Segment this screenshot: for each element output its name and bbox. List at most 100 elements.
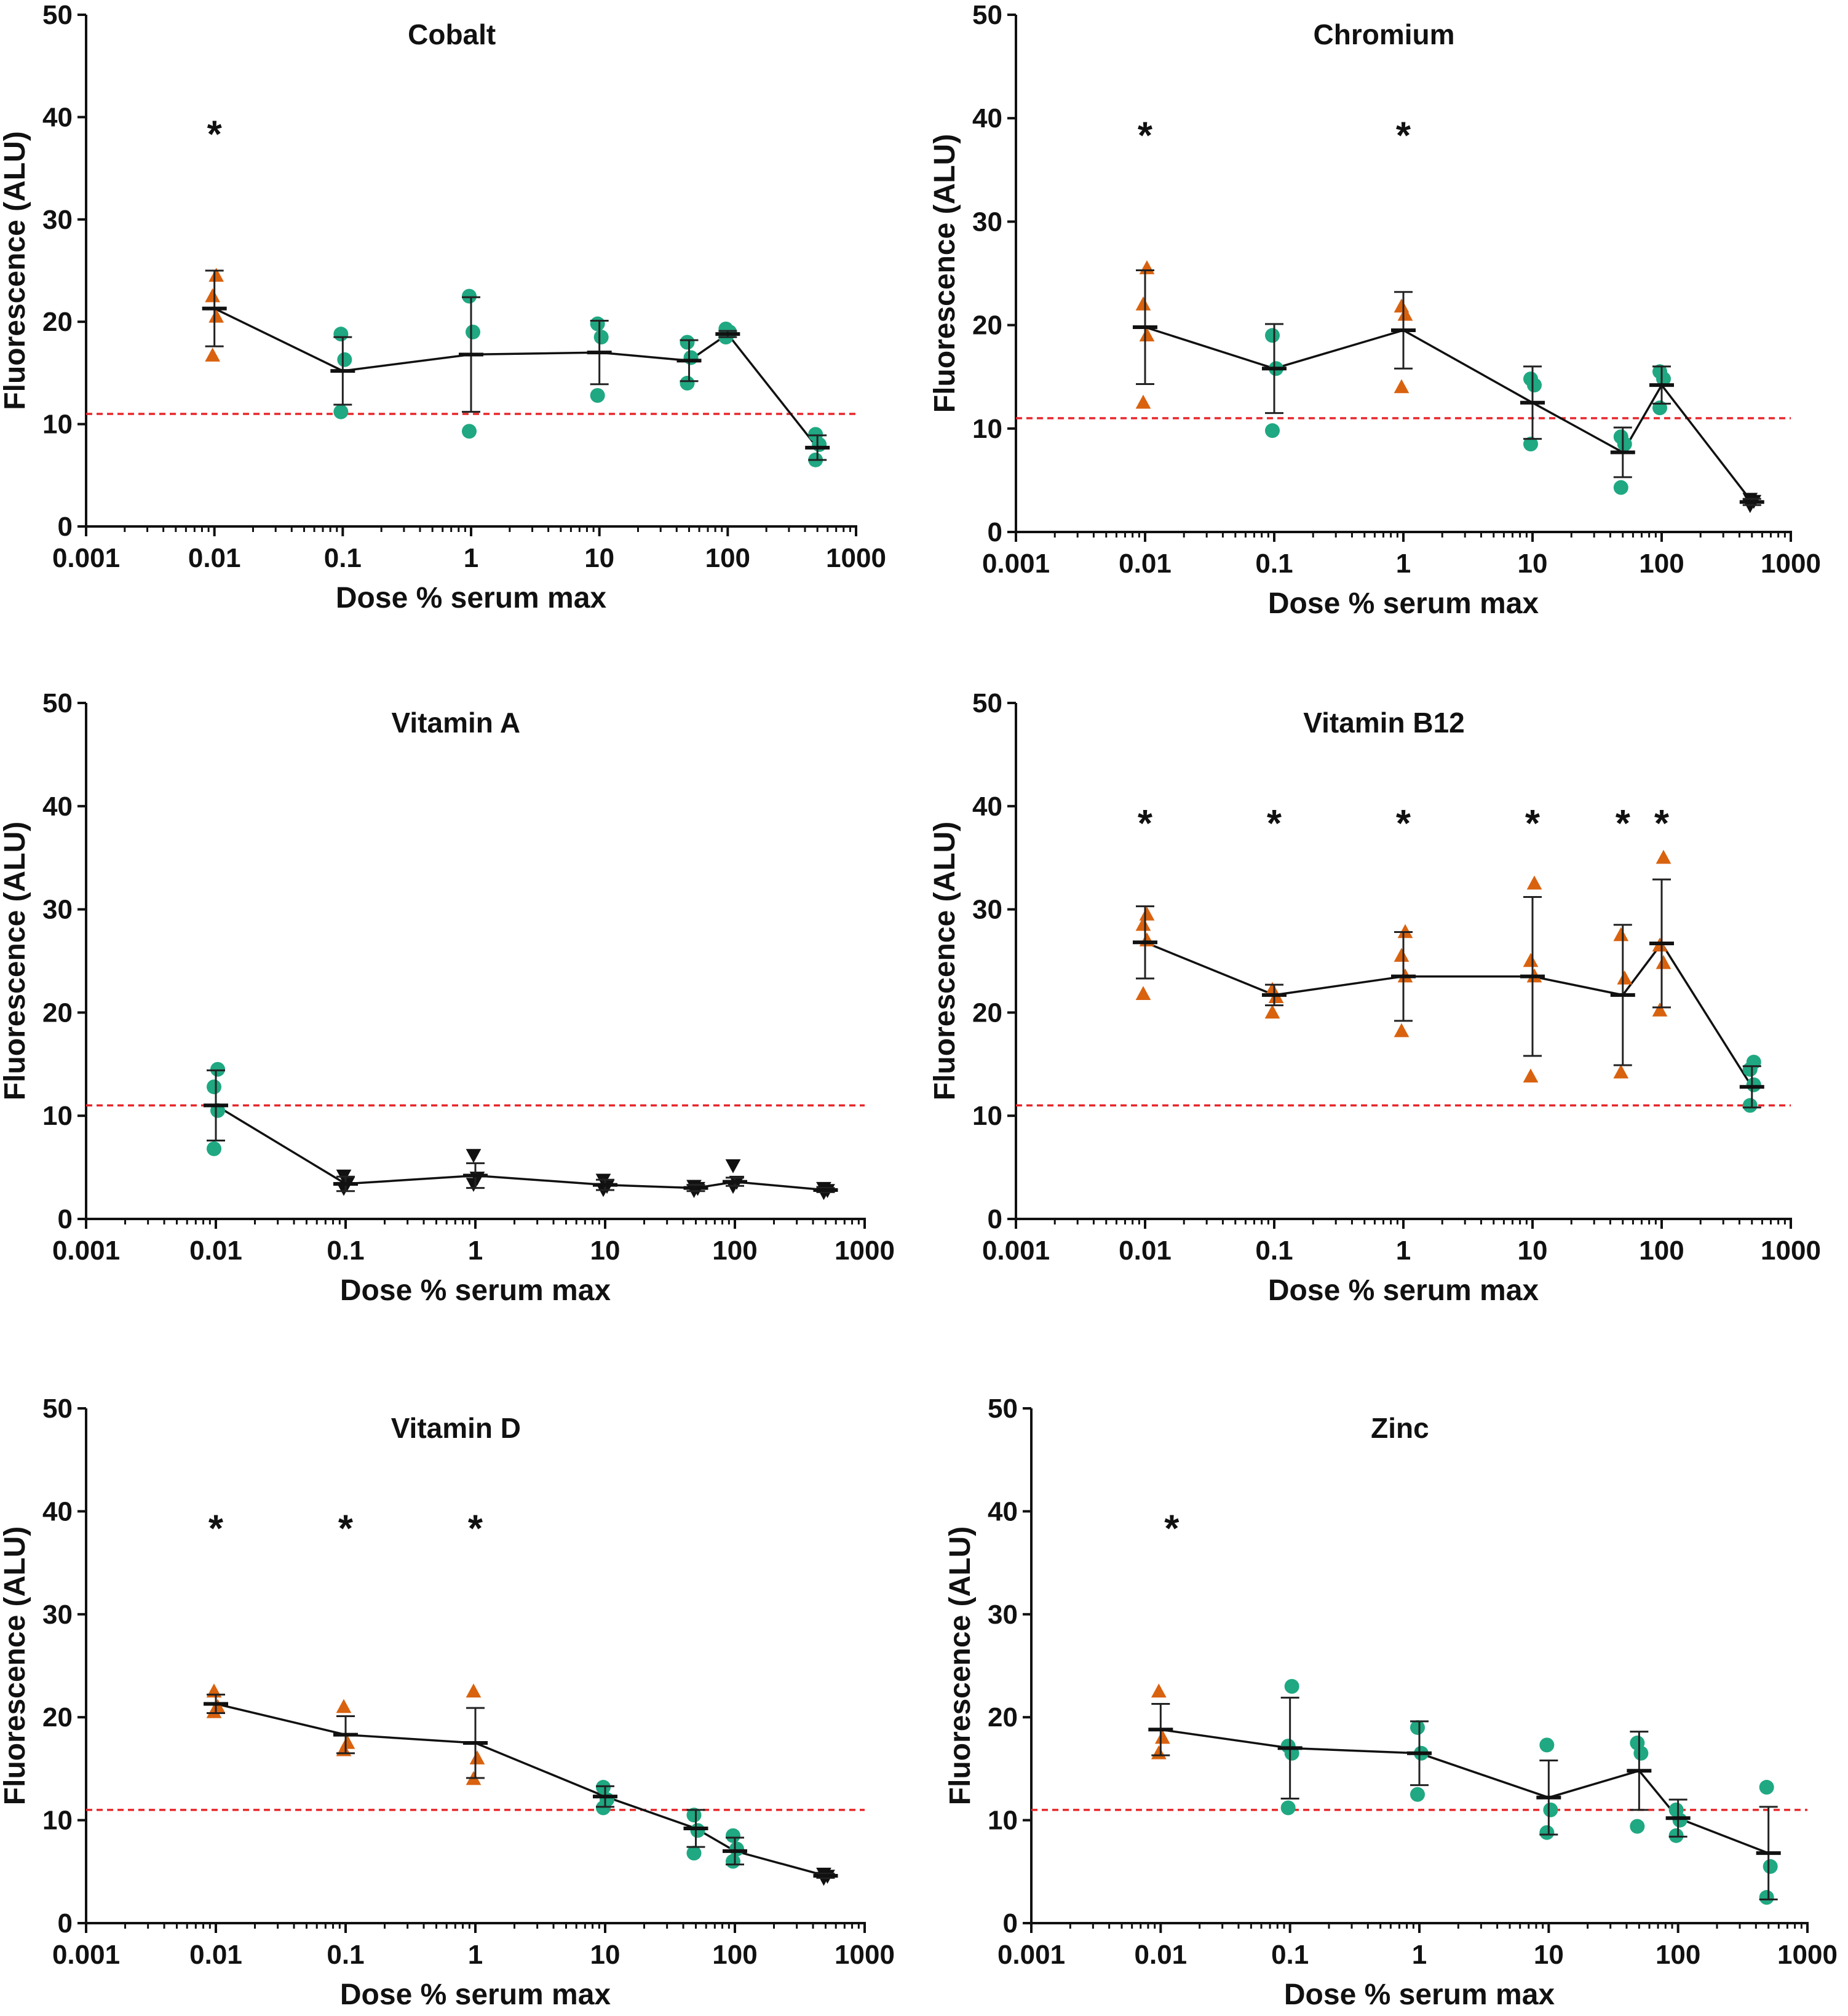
y-tick-label: 0	[1003, 1908, 1018, 1939]
data-point	[1397, 306, 1413, 321]
data-point	[466, 1683, 482, 1698]
y-tick-label: 30	[42, 895, 73, 925]
data-point	[680, 335, 695, 350]
significance-star: *	[1396, 114, 1411, 157]
significance-star: *	[1654, 803, 1670, 845]
data-point	[210, 1062, 225, 1077]
data-point	[1526, 875, 1542, 890]
x-tick-label: 1000	[1761, 1236, 1821, 1266]
data-point	[207, 1141, 221, 1156]
data-point	[1617, 970, 1633, 985]
data-point	[1539, 1825, 1555, 1840]
y-tick-label: 0	[58, 512, 73, 542]
y-tick-label: 10	[42, 1806, 73, 1836]
chart-title: Zinc	[1371, 1412, 1429, 1444]
data-point	[680, 376, 695, 391]
data-point	[462, 288, 477, 304]
data-point	[690, 1823, 705, 1838]
x-tick-label: 1	[468, 1236, 483, 1266]
data-point	[208, 268, 224, 282]
data-point	[1151, 1745, 1167, 1760]
x-tick-label: 10	[584, 543, 614, 573]
data-point	[1264, 982, 1280, 996]
data-point	[1135, 986, 1151, 1000]
x-tick-label: 100	[1656, 1940, 1700, 1970]
data-point	[590, 388, 605, 403]
data-point	[1154, 1729, 1170, 1744]
x-tick-label: 1	[1396, 549, 1411, 579]
data-point	[1135, 394, 1151, 409]
y-tick-label: 50	[42, 0, 73, 30]
data-point	[1630, 1736, 1645, 1751]
data-point	[1539, 1737, 1555, 1753]
y-tick-label: 30	[972, 895, 1002, 925]
y-tick-label: 20	[972, 998, 1002, 1028]
data-point	[1668, 1828, 1684, 1843]
data-point	[1280, 1800, 1296, 1816]
y-tick-label: 40	[972, 103, 1002, 133]
x-tick-label: 1	[1396, 1236, 1411, 1266]
data-point	[1139, 327, 1155, 342]
significance-star: *	[1525, 803, 1541, 845]
chart-panel-1: 0 10 20 30 40 50 0.001 0.01 0.1 1 10 100 1000 Dose % …	[929, 0, 1821, 620]
x-tick-label: 0.001	[52, 1940, 120, 1970]
data-point	[593, 330, 609, 345]
data-point	[725, 1159, 741, 1173]
y-tick-label: 10	[988, 1806, 1018, 1836]
y-tick-label: 30	[972, 207, 1002, 237]
x-axis-label: Dose % serum max	[340, 1978, 611, 2011]
data-point	[726, 1828, 740, 1843]
data-point	[1139, 906, 1155, 921]
data-point	[1543, 1802, 1558, 1817]
y-axis-label: Fluorescence (ALU)	[944, 1526, 977, 1805]
data-point	[808, 427, 823, 442]
data-point	[469, 1750, 485, 1764]
data-point	[595, 1173, 611, 1188]
significance-star: *	[468, 1508, 483, 1550]
data-point	[207, 1079, 221, 1095]
x-tick-label: 100	[705, 543, 750, 573]
data-point	[1410, 1720, 1425, 1735]
data-point	[729, 1841, 744, 1857]
y-tick-label: 40	[42, 1496, 73, 1526]
x-tick-label: 0.01	[189, 1940, 242, 1970]
significance-star: *	[208, 1508, 224, 1550]
significance-star: *	[1267, 803, 1282, 845]
y-tick-label: 10	[972, 414, 1002, 444]
data-point	[337, 352, 352, 367]
data-point	[686, 1808, 702, 1823]
significance-star: *	[1138, 803, 1153, 845]
data-point	[1742, 1098, 1758, 1113]
data-point	[1397, 924, 1413, 939]
x-tick-label: 1	[1412, 1940, 1427, 1970]
y-tick-label: 50	[988, 1394, 1018, 1424]
y-tick-label: 0	[988, 517, 1002, 547]
x-tick-label: 1000	[835, 1940, 895, 1970]
data-point	[1652, 400, 1667, 416]
x-tick-label: 100	[712, 1940, 757, 1970]
data-point	[1613, 1064, 1629, 1079]
x-tick-label: 0.1	[327, 1940, 364, 1970]
data-point	[1759, 1890, 1774, 1905]
data-point	[1613, 927, 1629, 942]
x-tick-label: 10	[1518, 1236, 1548, 1266]
y-axis-label: Fluorescence (ALU)	[0, 822, 31, 1100]
y-tick-label: 50	[42, 1394, 73, 1424]
x-tick-label: 0.001	[982, 1236, 1050, 1266]
x-tick-label: 0.1	[327, 1236, 364, 1266]
y-tick-label: 30	[42, 1600, 73, 1630]
y-tick-label: 20	[42, 307, 73, 337]
data-point	[205, 347, 221, 362]
chart-title: Vitamin B12	[1303, 707, 1464, 739]
y-tick-label: 30	[42, 205, 73, 235]
x-tick-label: 0.01	[1119, 1236, 1172, 1266]
x-tick-label: 10	[590, 1940, 621, 1970]
x-tick-label: 1	[464, 543, 478, 573]
data-point	[1746, 1077, 1761, 1092]
data-point	[1523, 437, 1538, 452]
y-tick-label: 40	[42, 792, 73, 822]
x-tick-label: 1000	[835, 1236, 895, 1266]
y-tick-label: 10	[42, 1101, 73, 1131]
significance-star: *	[207, 113, 223, 156]
